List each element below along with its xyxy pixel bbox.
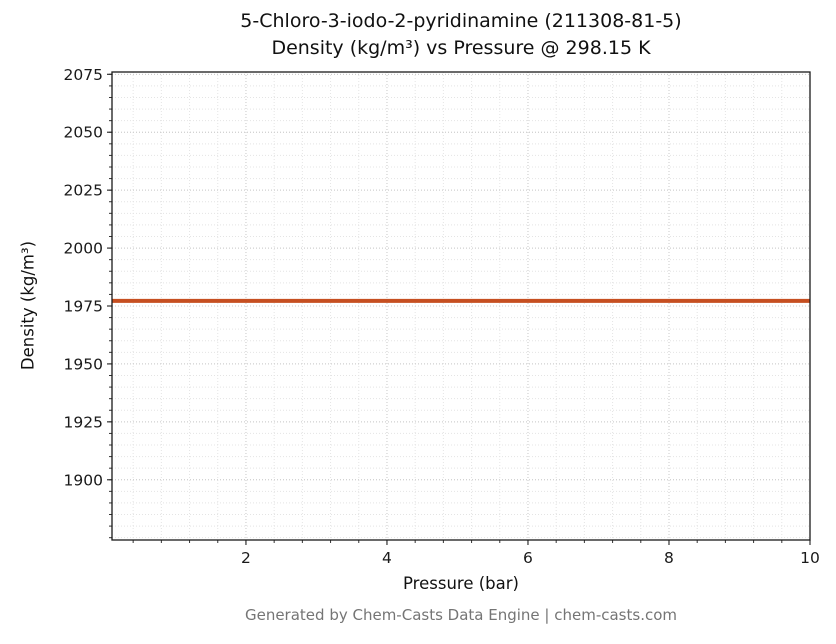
svg-text:2: 2 [241, 549, 251, 567]
x-axis-label: Pressure (bar) [403, 574, 519, 593]
svg-text:2025: 2025 [64, 182, 103, 200]
chart-title-line2: Density (kg/m³) vs Pressure @ 298.15 K [271, 36, 651, 59]
svg-text:4: 4 [382, 549, 392, 567]
chart-title: 5-Chloro-3-iodo-2-pyridinamine (211308-8… [112, 8, 810, 61]
svg-text:1950: 1950 [64, 355, 103, 373]
svg-text:10: 10 [800, 549, 820, 567]
svg-text:1925: 1925 [64, 413, 103, 431]
svg-text:8: 8 [664, 549, 674, 567]
svg-text:2050: 2050 [64, 124, 103, 142]
svg-text:1900: 1900 [64, 471, 103, 489]
svg-text:2075: 2075 [64, 66, 103, 84]
y-axis-label: Density (kg/m³) [18, 240, 38, 371]
chart-title-line1: 5-Chloro-3-iodo-2-pyridinamine (211308-8… [240, 10, 682, 32]
svg-text:6: 6 [523, 549, 533, 567]
svg-text:2000: 2000 [64, 240, 103, 258]
attribution-footer: Generated by Chem-Casts Data Engine | ch… [244, 606, 678, 624]
svg-text:1975: 1975 [64, 298, 103, 316]
